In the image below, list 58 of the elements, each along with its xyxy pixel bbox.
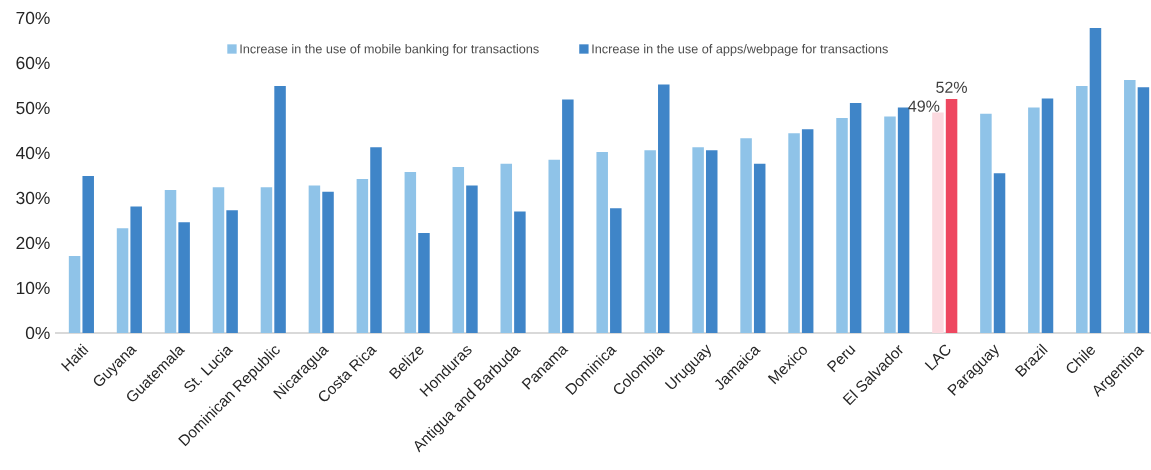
bar	[356, 179, 369, 333]
y-tick-label: 10%	[16, 281, 50, 295]
bar	[836, 117, 848, 333]
bar	[308, 185, 321, 333]
y-tick-label: 30%	[16, 191, 50, 205]
bar	[82, 175, 94, 333]
bar	[130, 206, 142, 333]
bar	[404, 171, 417, 333]
bar	[1076, 85, 1088, 333]
y-tick-label: 20%	[16, 236, 50, 250]
bar	[596, 152, 608, 333]
bar	[164, 189, 177, 333]
bar	[322, 191, 334, 333]
y-tick-label: 40%	[16, 146, 50, 160]
bar	[658, 84, 670, 333]
bar	[788, 133, 800, 333]
bar	[1041, 98, 1054, 333]
bar	[801, 129, 814, 333]
y-tick-label: 70%	[16, 11, 50, 25]
bar	[884, 116, 896, 333]
bar	[980, 113, 992, 333]
bar	[1137, 87, 1150, 333]
bar	[212, 187, 225, 333]
y-tick-label: 0%	[25, 326, 50, 340]
bar	[945, 98, 958, 333]
data-label: 49%	[908, 100, 940, 112]
data-label: 52%	[936, 81, 967, 93]
bar	[226, 210, 238, 333]
bar	[753, 163, 766, 333]
bar	[116, 228, 129, 333]
bar	[1028, 107, 1040, 333]
bar	[466, 185, 478, 333]
bar	[562, 99, 574, 333]
bar	[500, 163, 513, 333]
y-tick-label: 50%	[16, 101, 50, 115]
legend-label: Increase in the use of apps/webpage for transactions	[592, 44, 888, 56]
bar	[260, 187, 273, 333]
bar	[692, 147, 704, 333]
bar	[1124, 80, 1136, 333]
y-tick-label: 60%	[16, 56, 50, 70]
bar	[68, 256, 81, 333]
bar	[1089, 27, 1102, 333]
bar	[993, 173, 1006, 333]
bar	[418, 233, 430, 333]
bar	[705, 150, 718, 333]
bar	[514, 211, 526, 333]
bar	[740, 138, 752, 333]
bar	[370, 147, 382, 333]
bar	[610, 208, 622, 333]
bar	[548, 159, 560, 333]
bar	[849, 103, 862, 333]
bar	[274, 85, 286, 333]
bar	[897, 107, 910, 333]
bar	[644, 150, 656, 333]
legend-label: Increase in the use of mobile banking for transactions	[240, 44, 539, 56]
bar	[452, 166, 465, 333]
bar	[932, 112, 944, 333]
bar	[178, 222, 190, 333]
